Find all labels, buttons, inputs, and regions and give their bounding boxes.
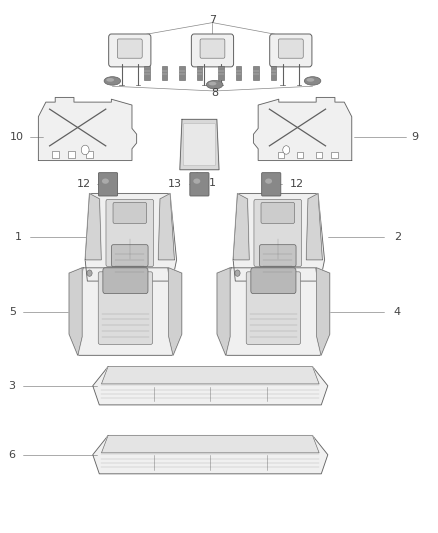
FancyBboxPatch shape: [270, 34, 312, 67]
Text: 8: 8: [211, 87, 218, 98]
Polygon shape: [102, 367, 319, 384]
Text: 12: 12: [290, 179, 304, 189]
FancyBboxPatch shape: [190, 173, 209, 196]
FancyBboxPatch shape: [259, 245, 296, 266]
FancyBboxPatch shape: [246, 272, 300, 344]
Ellipse shape: [206, 80, 223, 89]
Ellipse shape: [265, 179, 272, 184]
Polygon shape: [85, 193, 177, 281]
Bar: [278, 152, 284, 158]
Bar: [197, 66, 202, 80]
Polygon shape: [85, 193, 101, 260]
FancyBboxPatch shape: [191, 34, 233, 67]
Polygon shape: [93, 367, 328, 405]
Polygon shape: [233, 193, 249, 260]
Polygon shape: [69, 268, 82, 356]
Bar: [162, 66, 167, 80]
FancyBboxPatch shape: [112, 245, 148, 266]
Bar: [67, 151, 74, 158]
Ellipse shape: [106, 78, 114, 82]
Bar: [332, 152, 338, 158]
FancyBboxPatch shape: [103, 268, 148, 294]
FancyBboxPatch shape: [184, 124, 215, 165]
FancyBboxPatch shape: [261, 173, 281, 196]
Text: 6: 6: [8, 450, 15, 460]
Text: 11: 11: [203, 178, 217, 188]
Ellipse shape: [104, 77, 120, 85]
Ellipse shape: [102, 179, 109, 184]
FancyBboxPatch shape: [98, 272, 152, 344]
Bar: [52, 151, 59, 158]
Polygon shape: [254, 98, 352, 160]
FancyBboxPatch shape: [117, 39, 142, 58]
Bar: [315, 152, 321, 158]
Polygon shape: [39, 98, 137, 160]
Bar: [253, 66, 259, 80]
Polygon shape: [217, 268, 230, 356]
Polygon shape: [233, 193, 325, 281]
Text: 10: 10: [10, 132, 24, 142]
Bar: [179, 66, 185, 80]
FancyBboxPatch shape: [251, 268, 296, 294]
Text: 12: 12: [77, 179, 91, 189]
Polygon shape: [223, 268, 324, 356]
Circle shape: [235, 270, 240, 276]
FancyBboxPatch shape: [109, 34, 151, 67]
Text: 5: 5: [9, 306, 16, 317]
Bar: [297, 152, 303, 158]
Polygon shape: [306, 193, 322, 260]
Ellipse shape: [193, 179, 200, 184]
FancyBboxPatch shape: [113, 203, 147, 223]
FancyBboxPatch shape: [254, 199, 301, 266]
FancyBboxPatch shape: [106, 199, 154, 266]
Bar: [145, 66, 150, 80]
Text: 3: 3: [8, 381, 15, 391]
Bar: [236, 66, 241, 80]
Text: 1: 1: [14, 232, 21, 243]
Polygon shape: [158, 193, 174, 260]
Polygon shape: [93, 435, 328, 474]
Ellipse shape: [307, 78, 314, 82]
Ellipse shape: [208, 82, 216, 85]
Bar: [86, 151, 93, 158]
Bar: [271, 66, 276, 80]
Polygon shape: [180, 119, 219, 169]
Polygon shape: [169, 268, 182, 356]
Text: 7: 7: [209, 15, 216, 25]
Polygon shape: [317, 268, 330, 356]
FancyBboxPatch shape: [99, 173, 117, 196]
FancyBboxPatch shape: [261, 203, 294, 223]
Polygon shape: [102, 435, 319, 453]
FancyBboxPatch shape: [279, 39, 303, 58]
Text: 9: 9: [411, 132, 418, 142]
Bar: [219, 66, 224, 80]
FancyBboxPatch shape: [200, 39, 225, 58]
Circle shape: [81, 145, 89, 155]
Text: 13: 13: [168, 179, 182, 189]
Circle shape: [87, 270, 92, 276]
Ellipse shape: [304, 77, 321, 85]
Circle shape: [283, 146, 290, 154]
Text: 2: 2: [394, 232, 401, 243]
Text: 4: 4: [393, 306, 400, 317]
Polygon shape: [75, 268, 176, 356]
